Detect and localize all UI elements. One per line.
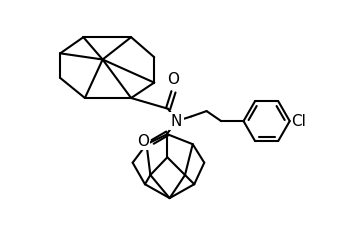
Text: Cl: Cl bbox=[291, 114, 306, 129]
Text: O: O bbox=[137, 134, 149, 149]
Text: O: O bbox=[167, 72, 179, 87]
Text: N: N bbox=[171, 114, 182, 129]
